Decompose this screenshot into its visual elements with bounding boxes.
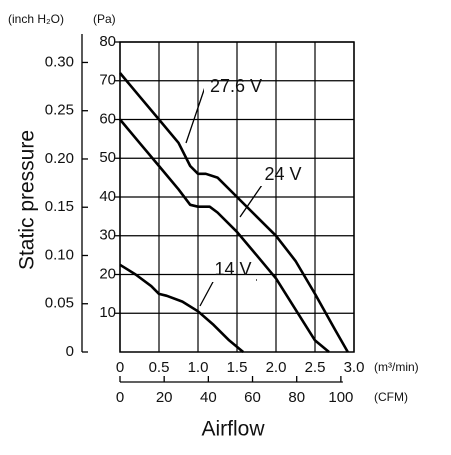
- curve: [119, 118, 330, 354]
- y2-tick-label: 0.05: [45, 295, 74, 312]
- x2-unit: (CFM): [374, 390, 408, 404]
- y-tick-label: 50: [99, 149, 116, 166]
- y-tick-label: 10: [99, 304, 116, 321]
- label-bg: [204, 74, 268, 98]
- y2-tick-label: 0.20: [45, 150, 74, 167]
- series-label: 14 V: [214, 259, 251, 279]
- x2-tick-label: 60: [244, 389, 261, 406]
- x2-tick-label: 0: [116, 389, 124, 406]
- y2-tick-label: 0.25: [45, 102, 74, 119]
- curve: [119, 72, 349, 353]
- x-tick-label: 0.5: [149, 359, 170, 376]
- y-tick-label: 30: [99, 227, 116, 244]
- y2-tick-label: 0.30: [45, 53, 74, 70]
- x-tick-label: 3.0: [344, 359, 365, 376]
- y-tick-label: 80: [99, 33, 116, 50]
- x-unit: (m³/min): [374, 360, 419, 374]
- series-label: 27.6 V: [210, 76, 262, 96]
- y2-unit: (inch H₂O): [8, 12, 64, 26]
- y-tick-label: 40: [99, 188, 116, 205]
- x-axis-title: Airflow: [201, 418, 265, 441]
- curve: [119, 263, 245, 354]
- plot-frame: [119, 41, 355, 353]
- series-label: 24 V: [264, 164, 301, 184]
- x-tick-label: 2.0: [266, 359, 287, 376]
- x-tick-label: 0: [116, 359, 124, 376]
- y-tick-label: 20: [99, 265, 116, 282]
- y2-tick-label: 0.10: [45, 246, 74, 263]
- y2-tick-label: 0.15: [45, 198, 74, 215]
- leader-line: [199, 279, 215, 307]
- x2-tick-label: 40: [200, 389, 217, 406]
- y-tick-label: 70: [99, 72, 116, 89]
- label-bg: [210, 258, 256, 282]
- x2-tick-label: 20: [156, 389, 173, 406]
- x-tick-label: 2.5: [305, 359, 326, 376]
- x2-tick-label: 100: [328, 389, 353, 406]
- x-tick-label: 1.0: [188, 359, 209, 376]
- y2-tick-label: 0: [66, 343, 74, 360]
- label-bg: [260, 162, 306, 186]
- leader-line: [185, 86, 206, 144]
- leader-line: [239, 184, 263, 218]
- y-axis-title: Static pressure: [16, 130, 39, 270]
- y-tick-label: 60: [99, 110, 116, 127]
- y-unit: (Pa): [93, 12, 116, 26]
- x2-tick-label: 80: [288, 389, 305, 406]
- x-tick-label: 1.5: [227, 359, 248, 376]
